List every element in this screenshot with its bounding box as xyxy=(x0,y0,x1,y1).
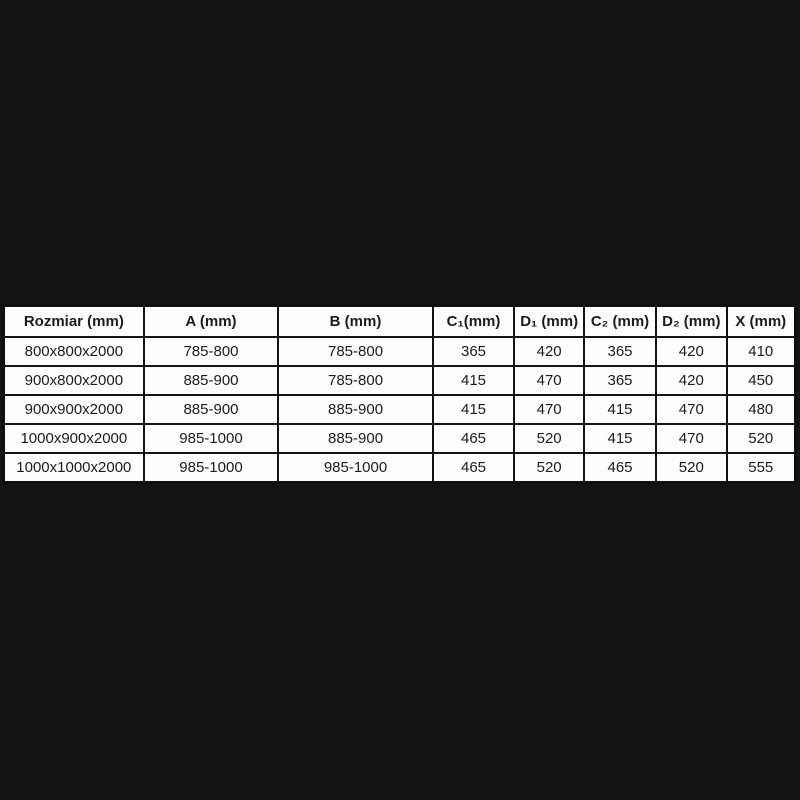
table-cell: 985-1000 xyxy=(142,423,280,454)
table-cell: 420 xyxy=(513,336,585,367)
table-cell: 555 xyxy=(725,452,797,484)
table-cell: 465 xyxy=(582,452,658,484)
column-header: A (mm) xyxy=(142,304,280,338)
table-row: 900x800x2000 885-900 785-800 415 470 365 420 45… xyxy=(2,365,797,396)
table-cell: 885-900 xyxy=(142,394,280,425)
table-row: 1000x1000x2000 985-1000 985-1000 465 520 465 5… xyxy=(2,452,797,484)
table-header: Rozmiar (mm) A (mm) B (mm) C₁(mm) D₁ (mm) C₂ … xyxy=(2,304,797,338)
table-cell: 1000x1000x2000 xyxy=(2,452,145,484)
table-cell: 785-800 xyxy=(142,336,280,367)
table-cell: 365 xyxy=(582,336,658,367)
table-cell: 415 xyxy=(431,394,516,425)
table-body: 800x800x2000 785-800 785-800 365 420 365 420 41… xyxy=(2,336,797,484)
table-cell: 450 xyxy=(725,365,797,396)
table-cell: 480 xyxy=(725,394,797,425)
table-cell: 785-800 xyxy=(277,336,434,367)
column-header: B (mm) xyxy=(277,304,434,338)
table-cell: 420 xyxy=(655,365,728,396)
table-cell: 1000x900x2000 xyxy=(2,423,145,454)
table-cell: 520 xyxy=(513,423,585,454)
table-cell: 900x900x2000 xyxy=(2,394,145,425)
table-cell: 470 xyxy=(513,394,585,425)
table-cell: 985-1000 xyxy=(277,452,434,484)
table-cell: 520 xyxy=(513,452,585,484)
table-cell: 470 xyxy=(655,423,728,454)
table-cell: 520 xyxy=(655,452,728,484)
table-cell: 520 xyxy=(725,423,797,454)
table-cell: 470 xyxy=(655,394,728,425)
table-cell: 415 xyxy=(582,394,658,425)
table-cell: 415 xyxy=(582,423,658,454)
table-header-row: Rozmiar (mm) A (mm) B (mm) C₁(mm) D₁ (mm) C₂ … xyxy=(2,304,797,338)
table-row: 800x800x2000 785-800 785-800 365 420 365 420 41… xyxy=(2,336,797,367)
table-row: 1000x900x2000 985-1000 885-900 465 520 415 470… xyxy=(2,423,797,454)
table-cell: 470 xyxy=(513,365,585,396)
column-header: C₂ (mm) xyxy=(582,304,658,338)
table-cell: 365 xyxy=(582,365,658,396)
table-cell: 465 xyxy=(431,452,516,484)
table-cell: 885-900 xyxy=(277,423,434,454)
table-cell: 985-1000 xyxy=(142,452,280,484)
table-cell: 465 xyxy=(431,423,516,454)
table-cell: 420 xyxy=(655,336,728,367)
table-cell: 415 xyxy=(431,365,516,396)
table-cell: 800x800x2000 xyxy=(2,336,145,367)
table-cell: 410 xyxy=(725,336,797,367)
column-header: Rozmiar (mm) xyxy=(2,304,145,338)
column-header: D₂ (mm) xyxy=(655,304,728,338)
table-row: 900x900x2000 885-900 885-900 415 470 415 470 48… xyxy=(2,394,797,425)
table-cell: 900x800x2000 xyxy=(2,365,145,396)
table-cell: 785-800 xyxy=(277,365,434,396)
size-dimensions-table: Rozmiar (mm) A (mm) B (mm) C₁(mm) D₁ (mm) C₂ … xyxy=(2,304,797,484)
table-cell: 885-900 xyxy=(142,365,280,396)
table-cell: 365 xyxy=(431,336,516,367)
column-header: D₁ (mm) xyxy=(513,304,585,338)
column-header: X (mm) xyxy=(725,304,797,338)
table-cell: 885-900 xyxy=(277,394,434,425)
column-header: C₁(mm) xyxy=(431,304,516,338)
